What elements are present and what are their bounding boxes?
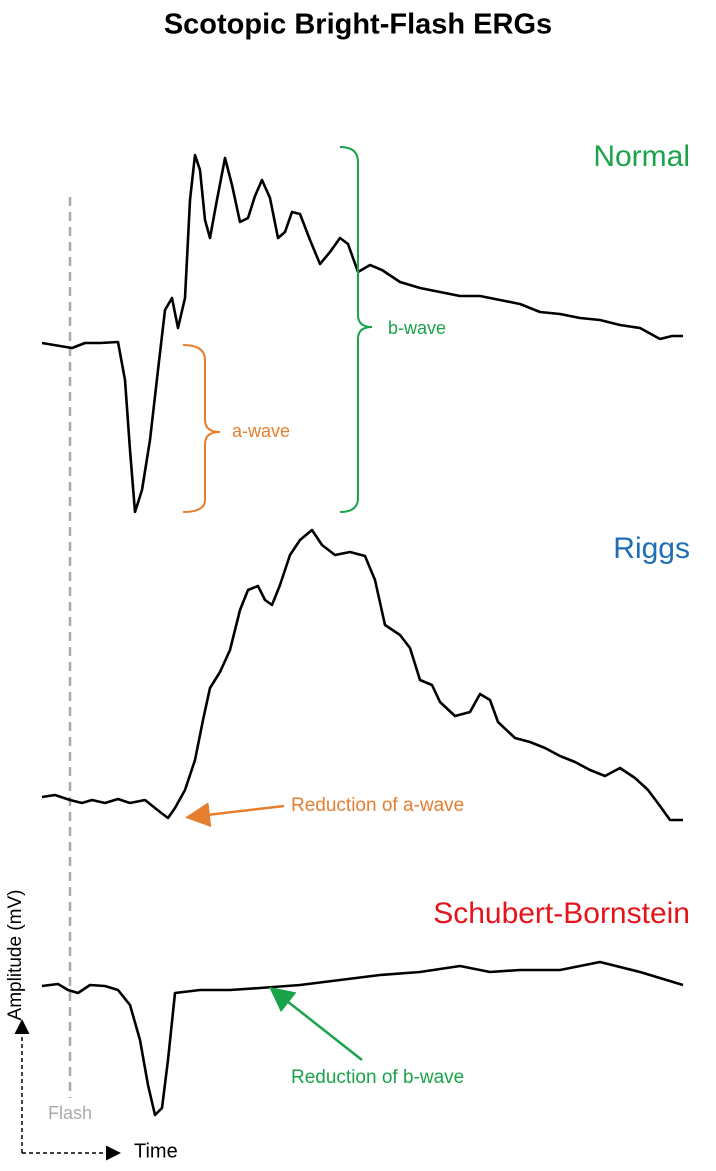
riggs-trace bbox=[41, 528, 683, 822]
arrow-b bbox=[269, 986, 363, 1061]
x-axis-label: Time bbox=[134, 1140, 178, 1162]
arrow-a bbox=[185, 802, 285, 828]
normal-label: Normal bbox=[593, 140, 690, 173]
a-wave-brace bbox=[182, 344, 221, 513]
y-axis-label: Amplitude (mV) bbox=[5, 890, 26, 1021]
reduction-b-label: Reduction of b-wave bbox=[291, 1067, 464, 1088]
a-wave-label: a-wave bbox=[232, 421, 290, 441]
b-wave-brace bbox=[339, 146, 373, 513]
reduction-a-label: Reduction of a-wave bbox=[291, 795, 464, 816]
normal-trace bbox=[41, 153, 683, 514]
title: Scotopic Bright-Flash ERGs bbox=[164, 9, 552, 41]
flash-label: Flash bbox=[48, 1103, 92, 1123]
riggs-label: Riggs bbox=[613, 532, 690, 565]
schubert-bornstein-label: Schubert-Bornstein bbox=[433, 897, 690, 930]
b-wave-label: b-wave bbox=[388, 318, 446, 338]
schubert-bornstein-trace bbox=[41, 960, 684, 1117]
